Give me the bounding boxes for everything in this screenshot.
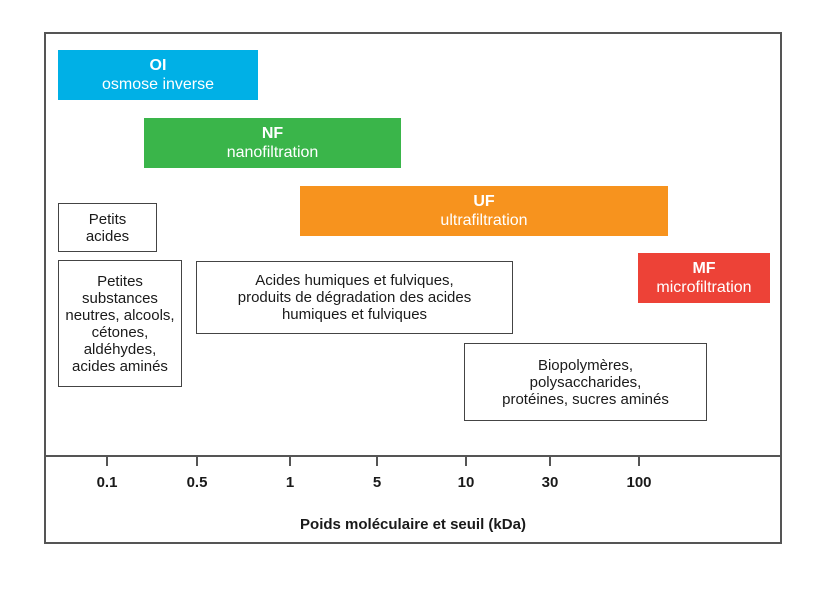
band-oi-abbr: OI (149, 56, 167, 74)
band-mf: MF microfiltration (638, 253, 770, 303)
axis-line (44, 455, 782, 457)
axis-tick (376, 456, 378, 466)
axis-tick-label: 10 (457, 474, 475, 491)
axis-tick-label: 100 (626, 474, 652, 491)
band-oi-name: osmose inverse (101, 75, 215, 93)
band-uf-name: ultrafiltration (440, 211, 528, 229)
axis-tick (196, 456, 198, 466)
band-nf-name: nanofiltration (226, 143, 319, 161)
substance-biopolymeres: Biopolymères, polysaccharides, protéines… (464, 343, 707, 421)
axis-tick (638, 456, 640, 466)
axis-tick (549, 456, 551, 466)
band-nf: NF nanofiltration (144, 118, 401, 168)
axis-title: Poids moléculaire et seuil (kDa) (300, 516, 526, 533)
band-mf-name: microfiltration (656, 278, 752, 296)
diagram-frame (44, 32, 782, 544)
substance-petites-substances: Petites substances neutres, alcools, cét… (58, 260, 182, 387)
substance-petits-acides: Petits acides (58, 203, 157, 252)
band-mf-abbr: MF (692, 259, 716, 277)
axis-tick-label: 0.5 (186, 474, 208, 491)
band-nf-abbr: NF (261, 124, 284, 142)
band-oi: OI osmose inverse (58, 50, 258, 100)
band-uf: UF ultrafiltration (300, 186, 668, 236)
substance-acides-humiques: Acides humiques et fulviques, produits d… (196, 261, 513, 334)
axis-tick (289, 456, 291, 466)
axis-tick (465, 456, 467, 466)
axis-tick-label: 5 (372, 474, 382, 491)
axis-tick-label: 1 (285, 474, 295, 491)
axis-tick-label: 30 (541, 474, 559, 491)
axis-tick-label: 0.1 (96, 474, 118, 491)
axis-tick (106, 456, 108, 466)
band-uf-abbr: UF (473, 192, 495, 210)
